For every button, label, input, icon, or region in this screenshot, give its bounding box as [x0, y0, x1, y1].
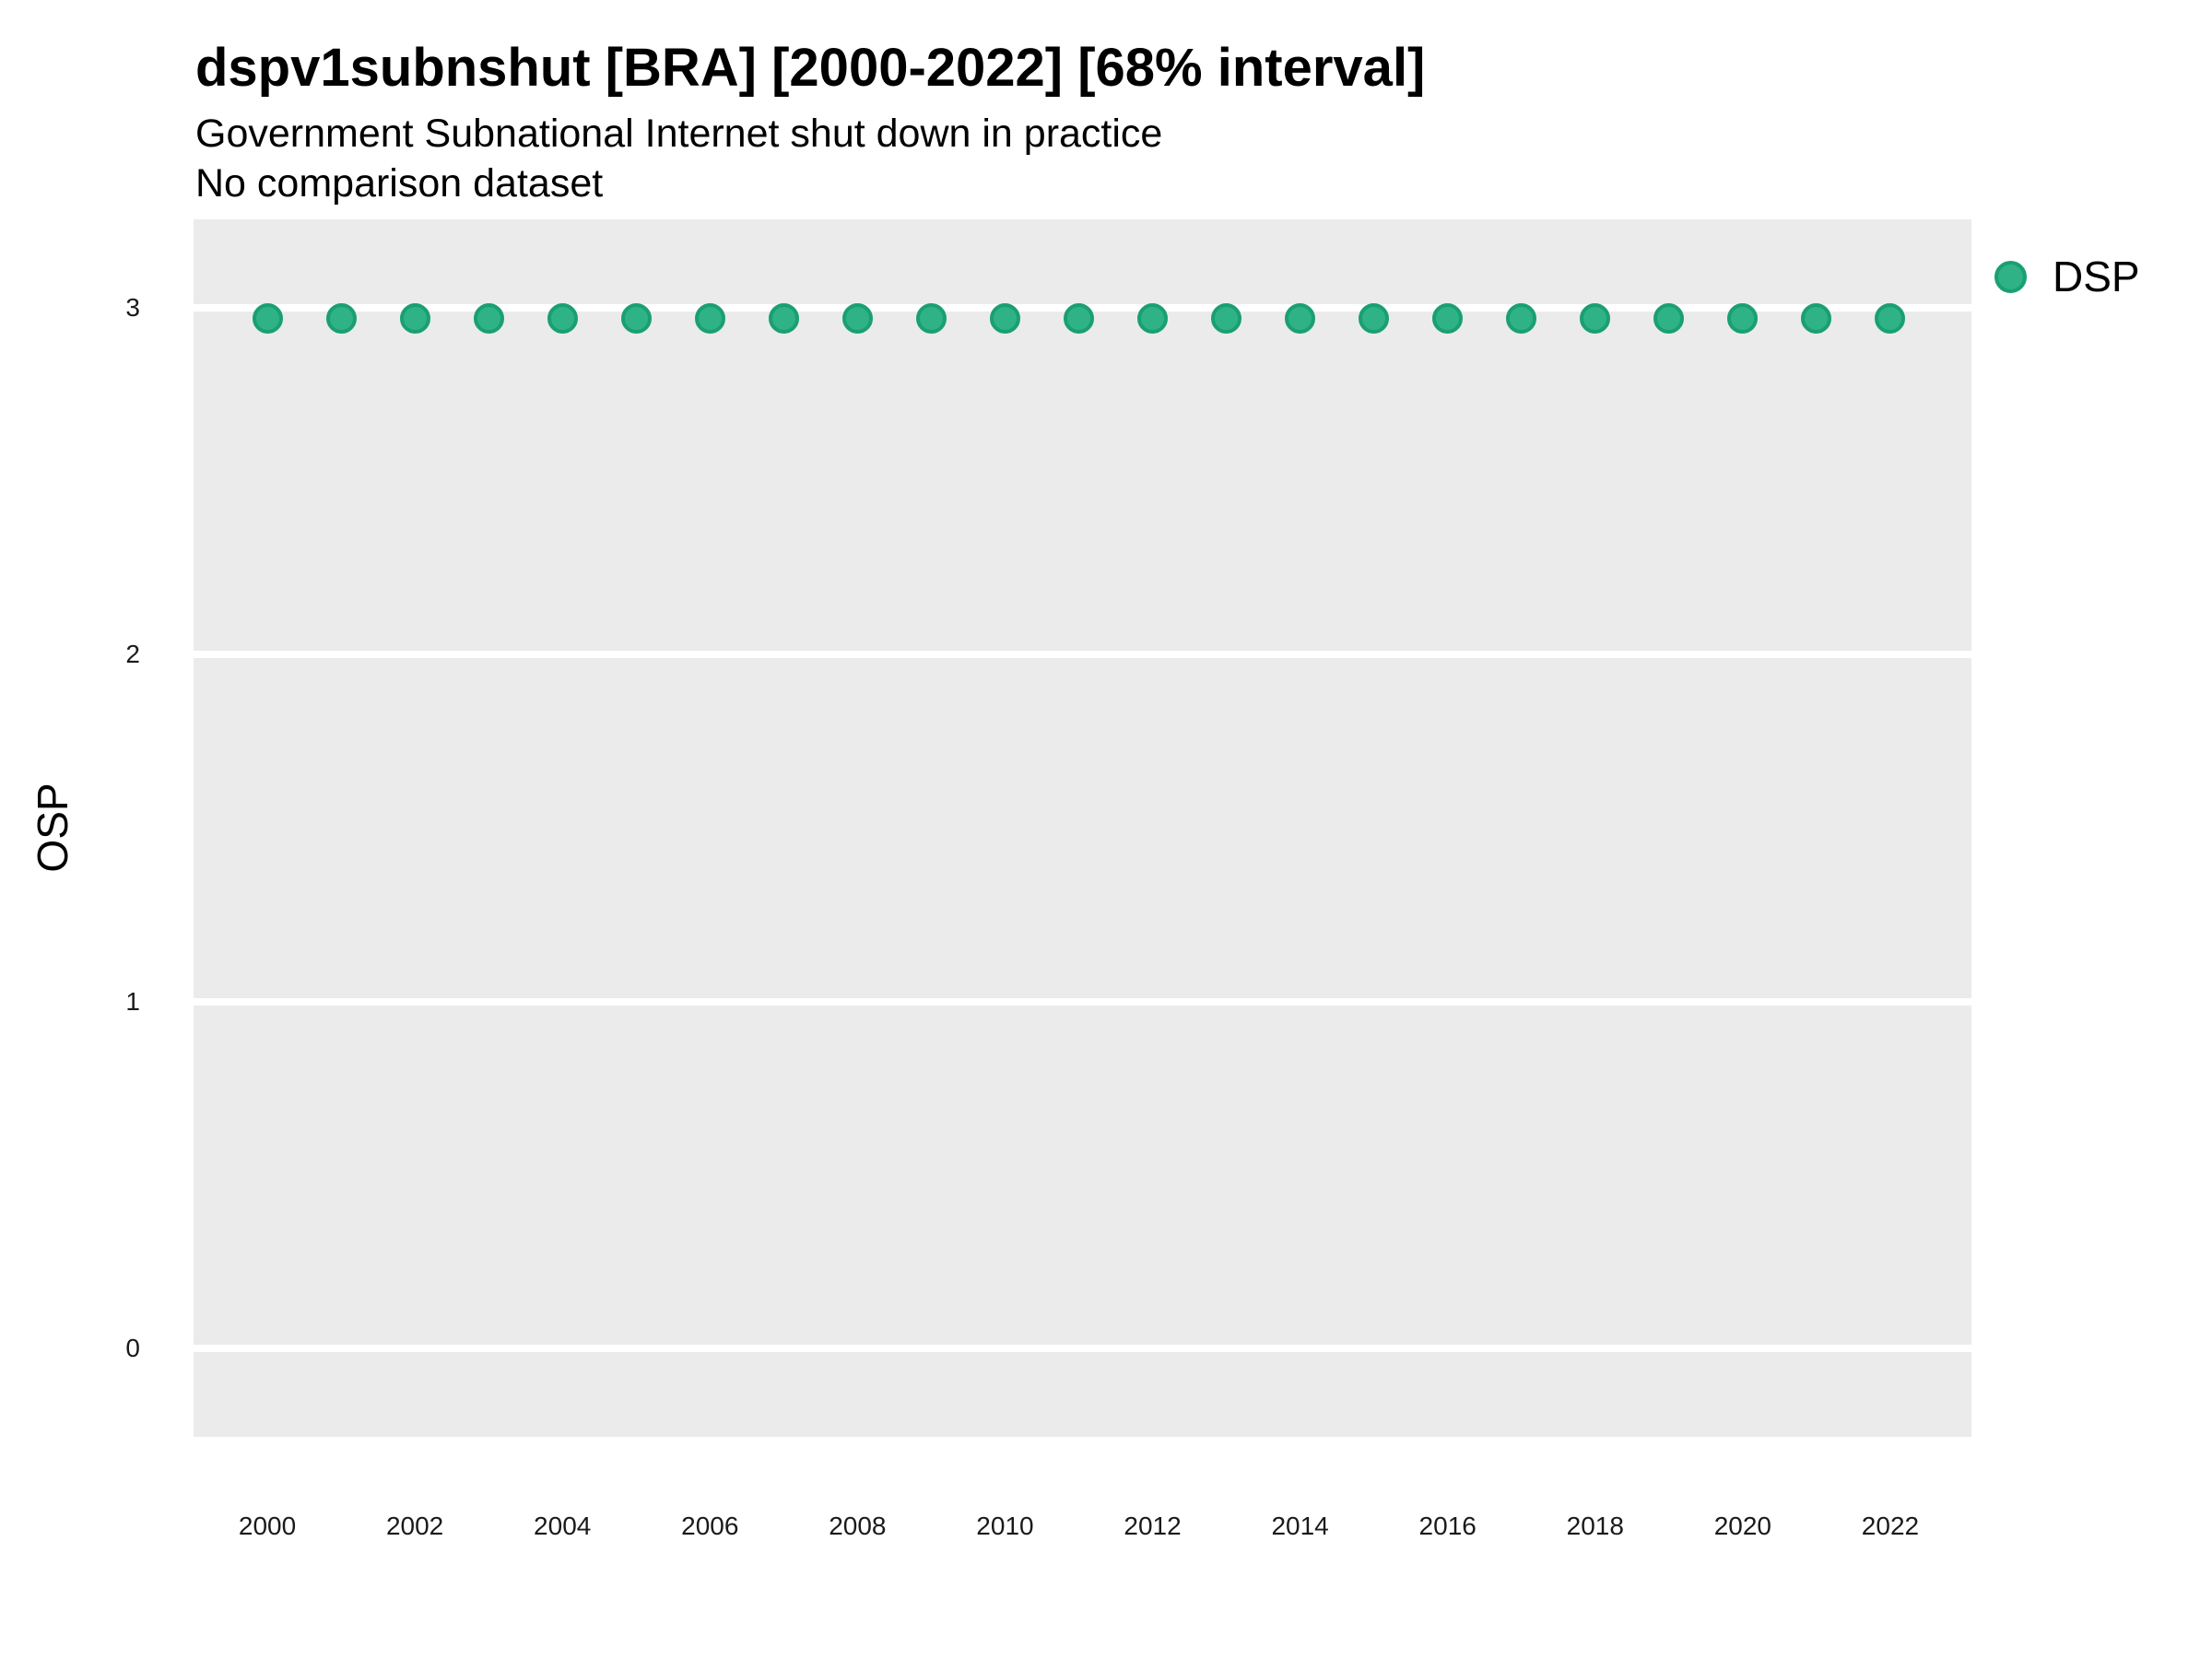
data-point-2012: [1137, 302, 1169, 334]
legend: DSP: [1994, 255, 2140, 298]
chart-note: No comparison dataset: [195, 161, 604, 206]
data-point-2005: [620, 302, 652, 334]
chart-header: dspv1subnshut [BRA] [2000-2022] [68% int…: [195, 41, 1425, 208]
data-point-2018: [1580, 302, 1611, 334]
data-point-2001: [325, 302, 357, 334]
x-tick-label-2010: 2010: [976, 1512, 1034, 1540]
data-point-2015: [1359, 302, 1390, 334]
data-point-2016: [1432, 302, 1464, 334]
data-point-2007: [768, 302, 799, 334]
x-tick-label-2022: 2022: [1861, 1512, 1920, 1540]
x-tick-label-2004: 2004: [534, 1512, 592, 1540]
data-point-2019: [1653, 302, 1685, 334]
y-tick-label-1: 1: [125, 986, 140, 1016]
data-point-2013: [1211, 302, 1242, 334]
x-tick-label-2014: 2014: [1271, 1512, 1329, 1540]
data-point-2020: [1727, 302, 1759, 334]
gridline-y-1: [194, 997, 1971, 1006]
x-tick-label-2008: 2008: [829, 1512, 887, 1540]
x-tick-label-2006: 2006: [681, 1512, 739, 1540]
y-tick-label-2: 2: [125, 640, 140, 669]
gridline-y-0: [194, 1345, 1971, 1353]
y-tick-label-0: 0: [125, 1334, 140, 1363]
data-point-2000: [252, 302, 283, 334]
y-tick-label-3: 3: [125, 292, 140, 322]
data-point-2009: [915, 302, 947, 334]
x-tick-label-2016: 2016: [1418, 1512, 1477, 1540]
data-point-2002: [399, 302, 430, 334]
x-tick-label-2002: 2002: [385, 1512, 444, 1540]
data-point-2017: [1506, 302, 1537, 334]
gridline-y-2: [194, 651, 1971, 659]
data-point-2003: [473, 302, 504, 334]
data-point-2006: [694, 302, 725, 334]
y-axis-title: OSP: [29, 782, 76, 873]
legend-label: DSP: [2053, 253, 2140, 300]
x-tick-label-2012: 2012: [1124, 1512, 1182, 1540]
chart-subtitle: Government Subnational Internet shut dow…: [195, 112, 1163, 156]
data-point-2004: [547, 302, 578, 334]
x-tick-label-2000: 2000: [238, 1512, 297, 1540]
data-point-2014: [1285, 302, 1316, 334]
data-point-2011: [1063, 302, 1094, 334]
data-point-2022: [1875, 302, 1906, 334]
legend-point-icon: [1994, 260, 2027, 293]
plot-panel: [194, 219, 1971, 1437]
x-tick-label-2020: 2020: [1713, 1512, 1771, 1540]
data-point-2010: [989, 302, 1020, 334]
x-tick-label-2018: 2018: [1566, 1512, 1624, 1540]
chart-title: dspv1subnshut [BRA] [2000-2022] [68% int…: [195, 38, 1426, 98]
data-point-2008: [841, 302, 873, 334]
data-point-2021: [1801, 302, 1832, 334]
